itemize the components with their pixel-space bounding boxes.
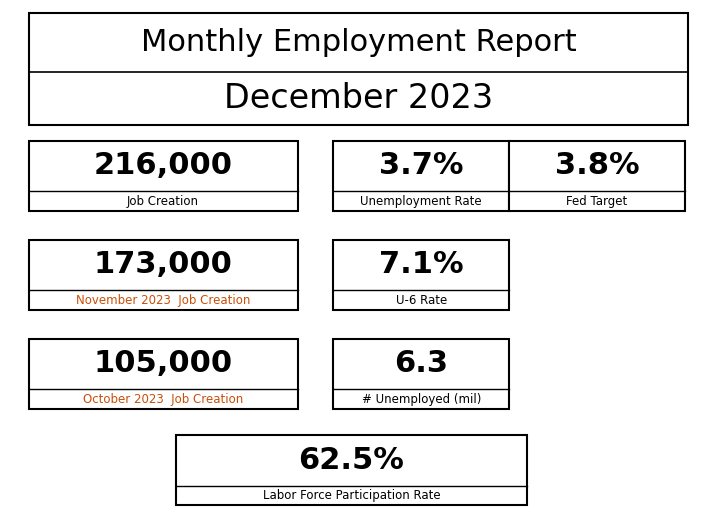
Text: Job Creation: Job Creation bbox=[127, 195, 199, 208]
Text: 6.3: 6.3 bbox=[394, 350, 448, 378]
FancyBboxPatch shape bbox=[29, 13, 688, 125]
Text: U-6 Rate: U-6 Rate bbox=[396, 294, 447, 307]
Text: 3.8%: 3.8% bbox=[554, 152, 640, 180]
Text: Fed Target: Fed Target bbox=[566, 195, 627, 208]
FancyBboxPatch shape bbox=[333, 339, 509, 409]
Text: 105,000: 105,000 bbox=[93, 350, 233, 378]
Text: 173,000: 173,000 bbox=[94, 251, 232, 279]
Text: November 2023  Job Creation: November 2023 Job Creation bbox=[76, 294, 250, 307]
FancyBboxPatch shape bbox=[29, 339, 298, 409]
FancyBboxPatch shape bbox=[333, 240, 509, 310]
Text: 3.7%: 3.7% bbox=[379, 152, 463, 180]
Text: 7.1%: 7.1% bbox=[379, 251, 464, 279]
FancyBboxPatch shape bbox=[333, 141, 509, 211]
FancyBboxPatch shape bbox=[29, 141, 298, 211]
Text: 62.5%: 62.5% bbox=[298, 446, 404, 475]
Text: # Unemployed (mil): # Unemployed (mil) bbox=[361, 393, 481, 406]
Text: October 2023  Job Creation: October 2023 Job Creation bbox=[83, 393, 243, 406]
FancyBboxPatch shape bbox=[509, 141, 685, 211]
Text: December 2023: December 2023 bbox=[224, 82, 493, 115]
Text: Unemployment Rate: Unemployment Rate bbox=[361, 195, 482, 208]
FancyBboxPatch shape bbox=[176, 435, 527, 505]
Text: Monthly Employment Report: Monthly Employment Report bbox=[141, 28, 576, 57]
Text: 216,000: 216,000 bbox=[94, 152, 232, 180]
FancyBboxPatch shape bbox=[29, 240, 298, 310]
Text: Labor Force Participation Rate: Labor Force Participation Rate bbox=[262, 489, 440, 502]
